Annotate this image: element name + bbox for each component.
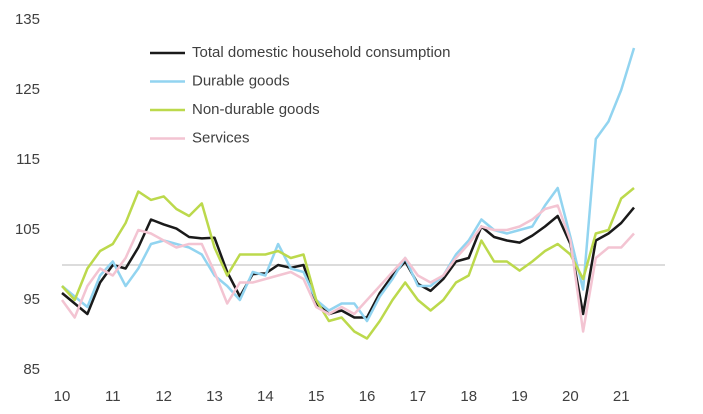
x-tick-label: 18	[460, 388, 477, 405]
x-tick-label: 15	[308, 388, 325, 405]
legend-label: Durable goods	[192, 72, 290, 89]
y-tick-label: 95	[23, 291, 40, 308]
y-tick-label: 115	[16, 151, 40, 168]
x-tick-label: 13	[206, 388, 223, 405]
y-tick-label: 135	[15, 11, 40, 28]
x-tick-label: 19	[511, 388, 528, 405]
x-tick-label: 17	[410, 388, 427, 405]
series-line	[61, 187, 635, 340]
series-line	[61, 206, 635, 319]
x-tick-label: 12	[155, 388, 172, 405]
y-tick-label: 105	[15, 221, 40, 238]
x-tick-label: 16	[359, 388, 376, 405]
series-line	[60, 204, 635, 333]
x-tick-label: 20	[562, 388, 579, 405]
x-tick-label: 10	[54, 388, 71, 405]
y-tick-label: 125	[15, 81, 40, 98]
series-line	[61, 47, 636, 323]
legend-label: Total domestic household consumption	[192, 44, 451, 61]
legend-label: Services	[192, 129, 250, 146]
x-tick-label: 14	[257, 388, 274, 405]
legend-label: Non-durable goods	[192, 101, 320, 118]
x-tick-label: 21	[613, 388, 630, 405]
y-tick-label: 85	[23, 361, 40, 378]
x-tick-label: 11	[105, 388, 121, 405]
